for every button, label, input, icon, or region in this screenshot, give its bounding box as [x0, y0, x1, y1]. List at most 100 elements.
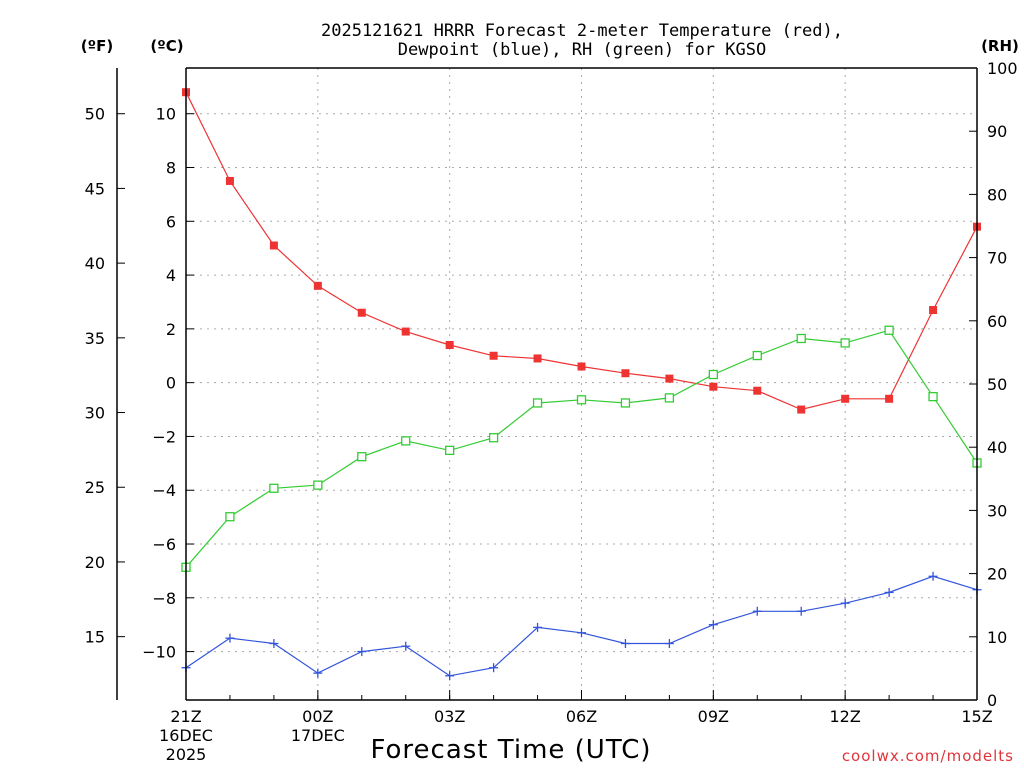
fahrenheit-tick-label: 15 [85, 628, 105, 647]
celsius-tick-label: 2 [166, 320, 176, 339]
celsius-tick-label: 8 [166, 159, 176, 178]
temperature-point [929, 306, 938, 315]
celsius-tick-label: −2 [152, 427, 176, 446]
celsius-tick-label: −4 [152, 481, 176, 500]
dewpoint-point [489, 663, 499, 673]
rh-tick-label: 30 [987, 501, 1007, 520]
rh-point [269, 483, 279, 493]
temperature-point [621, 369, 630, 378]
celsius-tick-label: 0 [166, 374, 176, 393]
celsius-tick-label: −8 [152, 589, 176, 608]
x-tick-label: 12Z [830, 707, 861, 726]
chart-title-line1: 2025121621 HRRR Forecast 2-meter Tempera… [321, 21, 843, 41]
fahrenheit-tick-label: 35 [85, 329, 105, 348]
x-tick-label: 06Z [566, 707, 597, 726]
rh-point [401, 436, 411, 446]
temperature-point [313, 281, 322, 290]
dewpoint-point [664, 639, 674, 649]
x-tick-date: 17DEC [291, 726, 345, 745]
rh-tick-label: 80 [987, 185, 1007, 204]
dewpoint-point [225, 633, 235, 643]
rh-point [752, 350, 762, 361]
rh-point [664, 393, 675, 403]
dewpoint-point [752, 606, 762, 616]
x-tick-date: 16DEC [159, 726, 213, 745]
rh-unit-label: (RH) [981, 37, 1019, 55]
rh-point [445, 445, 455, 456]
x-tick-label: 03Z [434, 707, 465, 726]
x-tick-label: 00Z [302, 707, 333, 726]
rh-point [488, 433, 499, 443]
rh-tick-label: 10 [987, 628, 1007, 647]
chart-title-line2: Dewpoint (blue), RH (green) for KGSO [398, 40, 766, 60]
dewpoint-point [620, 639, 630, 649]
grid [185, 68, 978, 700]
temperature-point [841, 394, 850, 403]
rh-point [928, 391, 938, 402]
temperature-point [885, 394, 894, 403]
dewpoint-point [313, 668, 323, 678]
fahrenheit-tick-label: 20 [85, 553, 105, 572]
dewpoint-point [577, 628, 586, 638]
rh-tick-label: 50 [987, 375, 1007, 394]
celsius-tick-label: 4 [166, 266, 176, 285]
fahrenheit-tick-label: 50 [85, 105, 105, 124]
rh-point [620, 398, 631, 408]
x-tick-label: 21Z [170, 707, 201, 726]
dewpoint-point [445, 671, 455, 681]
x-tick-label: 15Z [961, 707, 992, 726]
rh-point [708, 369, 718, 380]
temperature-point [709, 382, 718, 391]
temperature-point [577, 362, 586, 371]
x-tick-label: 09Z [698, 707, 729, 726]
dewpoint-point [840, 598, 850, 608]
rh-tick-label: 90 [987, 122, 1007, 141]
rh-point [357, 452, 367, 462]
temperature-point [753, 386, 762, 395]
celsius-tick-label: 6 [166, 212, 176, 231]
dewpoint-point [884, 587, 894, 597]
rh-point [884, 325, 894, 335]
rh-tick-label: 0 [987, 691, 997, 710]
temperature-point [533, 354, 542, 363]
fahrenheit-tick-label: 30 [85, 404, 105, 423]
rh-point [313, 480, 323, 490]
rh-tick-label: 100 [987, 59, 1018, 78]
temperature-point [797, 405, 806, 414]
dewpoint-point [269, 639, 279, 649]
fahrenheit-tick-label: 45 [85, 179, 105, 198]
dewpoint-point [401, 641, 411, 651]
rh-point [840, 338, 850, 348]
celsius-tick-label: −10 [142, 643, 176, 662]
rh-point [532, 398, 543, 408]
rh-tick-label: 20 [987, 565, 1007, 584]
temperature-point [269, 241, 278, 250]
dewpoint-point [928, 571, 938, 581]
temperature-point [401, 327, 410, 336]
fahrenheit-unit-label: (ºF) [81, 37, 113, 55]
temperature-point [225, 176, 234, 185]
dewpoint-point [796, 606, 806, 616]
credit-label: coolwx.com/modelts [842, 747, 1014, 765]
dewpoint-point [708, 620, 718, 630]
x-tick-year: 2025 [166, 745, 207, 764]
series-layer [181, 88, 982, 681]
celsius-tick-label: −6 [152, 535, 176, 554]
rh-tick-label: 70 [987, 249, 1007, 268]
celsius-tick-label: 10 [156, 105, 176, 124]
dewpoint-line [185, 575, 978, 677]
x-axis-label: Forecast Time (UTC) [370, 735, 651, 765]
temperature-point [445, 341, 454, 350]
celsius-unit-label: (ºC) [150, 37, 183, 55]
temperature-point [489, 351, 498, 360]
dewpoint-point [533, 622, 543, 632]
axes: 1086420−2−4−6−8−105045403530252015100908… [85, 59, 1018, 764]
rh-tick-label: 60 [987, 312, 1007, 331]
rh-point [796, 333, 806, 344]
fahrenheit-tick-label: 25 [85, 478, 105, 497]
temperature-point [357, 308, 366, 317]
dewpoint-point [357, 647, 367, 657]
temperature-point [665, 374, 674, 383]
rh-point [225, 512, 235, 522]
